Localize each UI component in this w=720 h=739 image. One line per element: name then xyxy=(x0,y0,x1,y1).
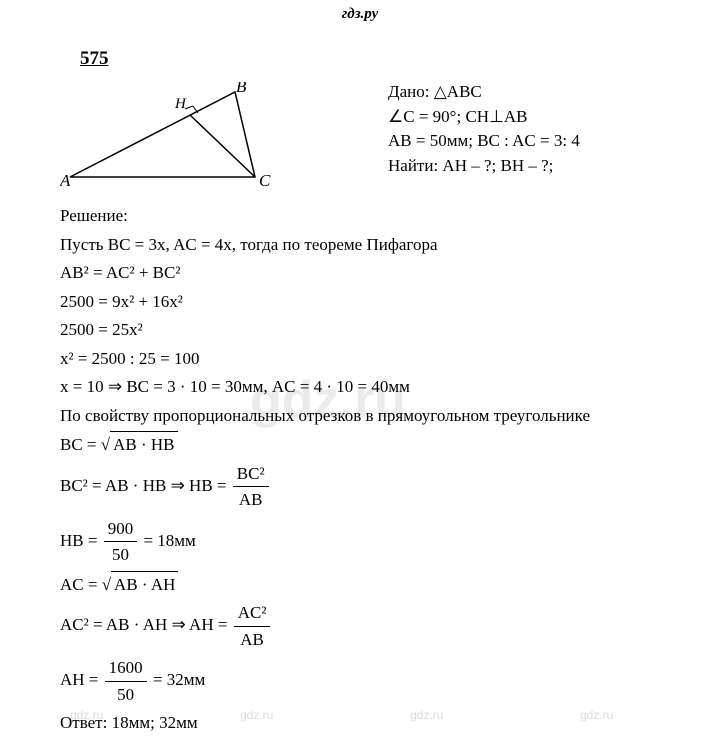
vertex-b-label: B xyxy=(236,82,247,96)
triangle-diagram: A B C H xyxy=(60,82,280,192)
solution-line: AB² = AC² + BC² xyxy=(60,260,680,286)
solution-line: AC = √AB · AH xyxy=(60,571,680,598)
given-block: Дано: △ABC ∠C = 90°; CH⊥AB AB = 50мм; BC… xyxy=(388,80,580,179)
solution-line: Пусть BC = 3x, AC = 4x, тогда по теореме… xyxy=(60,232,680,258)
solution-answer: Ответ: 18мм; 32мм xyxy=(60,710,680,736)
solution-line: x = 10 ⇒ BC = 3 · 10 = 30мм, AC = 4 · 10… xyxy=(60,374,680,400)
given-line: ∠C = 90°; CH⊥AB xyxy=(388,105,580,130)
solution-line: BC² = AB · HB ⇒ HB = BC²AB xyxy=(60,461,680,513)
point-h-label: H xyxy=(174,96,187,112)
solution-line: BC = √AB · HB xyxy=(60,431,680,458)
site-header: гдз.ру xyxy=(0,0,720,23)
vertex-a-label: A xyxy=(60,171,71,190)
solution-title: Решение: xyxy=(60,203,680,229)
solution-line: 2500 = 9x² + 16x² xyxy=(60,289,680,315)
problem-number: 575 xyxy=(80,48,109,70)
given-line: AB = 50мм; BC : AC = 3: 4 xyxy=(388,129,580,154)
vertex-c-label: C xyxy=(259,171,271,190)
solution-block: Решение: Пусть BC = 3x, AC = 4x, тогда п… xyxy=(60,200,680,739)
solution-line: AC² = AB · AH ⇒ AH = AC²AB xyxy=(60,600,680,652)
given-line: Дано: △ABC xyxy=(388,80,580,105)
solution-line: По свойству пропорциональных отрезков в … xyxy=(60,403,680,429)
given-line: Найти: AH – ?; BH – ?; xyxy=(388,154,580,179)
solution-line: AH = 160050 = 32мм xyxy=(60,655,680,707)
solution-line: 2500 = 25x² xyxy=(60,317,680,343)
solution-line: x² = 2500 : 25 = 100 xyxy=(60,346,680,372)
solution-line: HB = 90050 = 18мм xyxy=(60,516,680,568)
